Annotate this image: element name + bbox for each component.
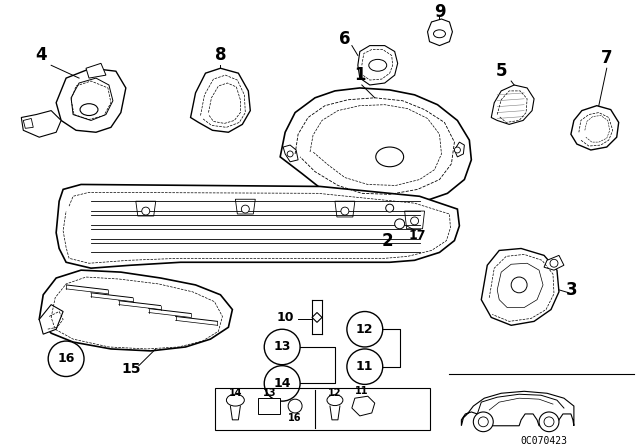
Circle shape xyxy=(411,217,419,225)
Polygon shape xyxy=(23,118,33,128)
Polygon shape xyxy=(481,249,559,325)
Circle shape xyxy=(241,205,250,213)
Text: 6: 6 xyxy=(339,30,351,47)
Circle shape xyxy=(264,366,300,401)
Text: 8: 8 xyxy=(214,47,226,65)
Circle shape xyxy=(48,341,84,376)
Circle shape xyxy=(454,147,460,153)
Circle shape xyxy=(544,417,554,427)
Polygon shape xyxy=(492,85,534,125)
Polygon shape xyxy=(544,255,564,270)
Polygon shape xyxy=(39,270,232,351)
Ellipse shape xyxy=(369,60,387,71)
Text: 2: 2 xyxy=(382,232,394,250)
Text: 16: 16 xyxy=(58,352,75,365)
Circle shape xyxy=(347,311,383,347)
Circle shape xyxy=(511,277,527,293)
Polygon shape xyxy=(358,46,397,85)
Text: 7: 7 xyxy=(601,49,612,67)
Polygon shape xyxy=(280,88,471,206)
Polygon shape xyxy=(312,313,322,323)
Bar xyxy=(216,388,429,430)
Polygon shape xyxy=(571,106,619,150)
Text: 14: 14 xyxy=(228,388,242,398)
Circle shape xyxy=(288,399,302,413)
Polygon shape xyxy=(21,111,61,137)
Polygon shape xyxy=(86,63,106,78)
Text: 11: 11 xyxy=(356,360,374,373)
Text: 12: 12 xyxy=(356,323,374,336)
Bar xyxy=(259,398,280,414)
Polygon shape xyxy=(191,68,250,132)
Ellipse shape xyxy=(376,147,404,167)
Polygon shape xyxy=(136,201,156,216)
Circle shape xyxy=(395,219,404,229)
Text: 14: 14 xyxy=(273,377,291,390)
Circle shape xyxy=(264,329,300,365)
Text: 9: 9 xyxy=(434,3,445,21)
Polygon shape xyxy=(352,396,375,416)
Polygon shape xyxy=(56,185,460,268)
Ellipse shape xyxy=(433,30,445,38)
Circle shape xyxy=(474,412,493,432)
Polygon shape xyxy=(71,78,113,121)
Polygon shape xyxy=(390,216,408,231)
Text: 13: 13 xyxy=(262,388,276,398)
Circle shape xyxy=(539,412,559,432)
Circle shape xyxy=(347,349,383,384)
Polygon shape xyxy=(454,142,465,157)
Polygon shape xyxy=(404,211,424,229)
Circle shape xyxy=(142,207,150,215)
Text: 13: 13 xyxy=(273,340,291,353)
Text: 12: 12 xyxy=(328,388,342,398)
Ellipse shape xyxy=(327,395,343,405)
Text: 1: 1 xyxy=(354,66,365,84)
Text: 11: 11 xyxy=(355,386,369,396)
Polygon shape xyxy=(335,201,355,217)
Circle shape xyxy=(386,204,394,212)
Polygon shape xyxy=(236,199,255,214)
Text: 17: 17 xyxy=(409,229,426,242)
Text: 16: 16 xyxy=(289,413,302,423)
Circle shape xyxy=(478,417,488,427)
Polygon shape xyxy=(56,68,126,132)
Text: 4: 4 xyxy=(35,47,47,65)
Polygon shape xyxy=(378,199,397,216)
Circle shape xyxy=(287,151,293,157)
Ellipse shape xyxy=(227,394,244,406)
Text: 3: 3 xyxy=(566,281,578,299)
Polygon shape xyxy=(428,19,452,46)
Text: 0C070423: 0C070423 xyxy=(520,435,568,446)
Text: 10: 10 xyxy=(276,311,294,324)
Polygon shape xyxy=(39,305,63,334)
Circle shape xyxy=(341,207,349,215)
Ellipse shape xyxy=(80,103,98,116)
Polygon shape xyxy=(497,263,543,308)
Polygon shape xyxy=(283,145,298,162)
Text: 5: 5 xyxy=(495,62,507,80)
Text: 15: 15 xyxy=(121,362,141,375)
Circle shape xyxy=(550,259,558,267)
Polygon shape xyxy=(461,391,574,426)
